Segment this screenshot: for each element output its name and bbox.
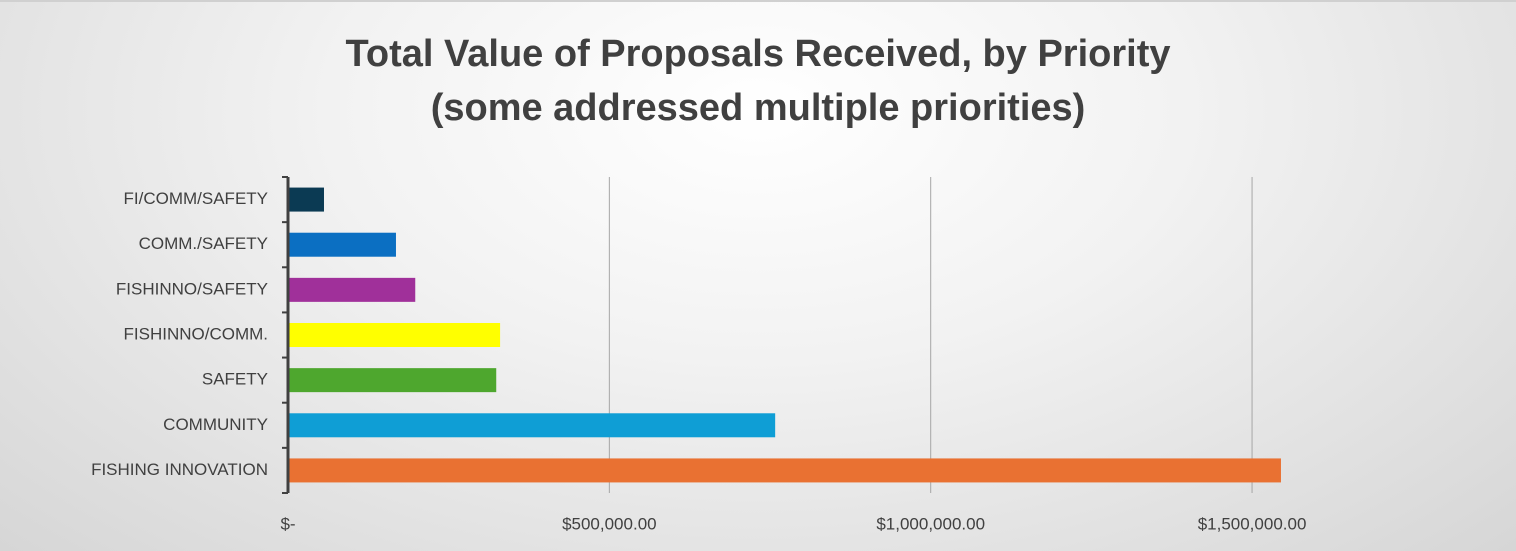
bar bbox=[288, 368, 497, 393]
x-tick-label: $1,500,000.00 bbox=[1198, 514, 1307, 533]
bar bbox=[288, 323, 501, 347]
x-tick-label: $- bbox=[280, 514, 295, 533]
y-tick-label: COMM./SAFETY bbox=[139, 234, 268, 253]
bar bbox=[288, 413, 776, 438]
chart-subtitle: (some addressed multiple priorities) bbox=[431, 87, 1086, 129]
bar bbox=[288, 277, 416, 302]
y-tick-label: SAFETY bbox=[202, 370, 268, 389]
chart-title: Total Value of Proposals Received, by Pr… bbox=[346, 33, 1171, 75]
y-tick-label: FI/COMM/SAFETY bbox=[124, 189, 269, 208]
y-tick-label: FISHINNO/SAFETY bbox=[116, 279, 268, 298]
y-tick-label: FISHINNO/COMM. bbox=[124, 324, 269, 343]
y-tick-label: FISHING INNOVATION bbox=[91, 460, 268, 479]
x-tick-label: $500,000.00 bbox=[562, 514, 657, 533]
bar bbox=[288, 187, 324, 212]
top-border bbox=[0, 0, 1516, 2]
bar bbox=[288, 458, 1281, 483]
x-tick-label: $1,000,000.00 bbox=[876, 514, 985, 533]
bar bbox=[288, 232, 396, 257]
y-tick-label: COMMUNITY bbox=[163, 415, 268, 434]
